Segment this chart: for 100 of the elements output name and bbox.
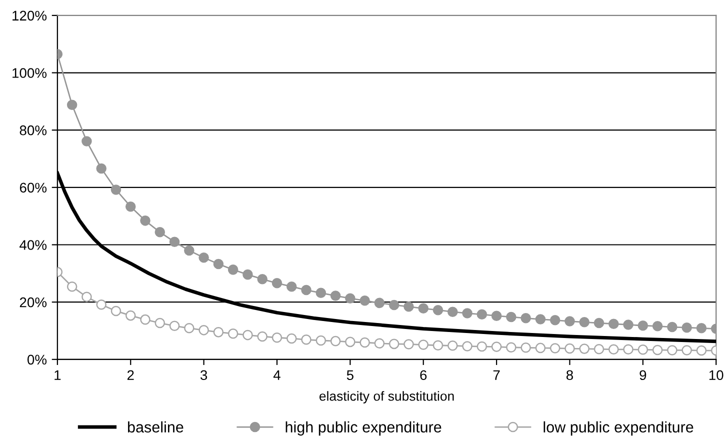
point bbox=[594, 318, 604, 328]
point bbox=[228, 328, 238, 339]
point bbox=[404, 339, 414, 350]
point bbox=[432, 304, 444, 316]
point bbox=[301, 334, 312, 345]
x-tick-label: 1 bbox=[54, 370, 61, 380]
point bbox=[316, 288, 326, 298]
point bbox=[462, 341, 472, 352]
point bbox=[82, 292, 92, 302]
point bbox=[594, 344, 604, 354]
point bbox=[257, 274, 268, 284]
point bbox=[388, 338, 400, 350]
point bbox=[316, 335, 326, 346]
x-tick-label: 10 bbox=[709, 370, 724, 380]
point bbox=[476, 341, 488, 352]
point bbox=[608, 344, 619, 355]
point bbox=[184, 323, 194, 334]
point bbox=[360, 337, 370, 348]
point bbox=[213, 327, 224, 338]
point bbox=[140, 314, 150, 325]
point bbox=[432, 340, 444, 351]
point bbox=[652, 344, 663, 356]
point bbox=[330, 290, 341, 301]
point bbox=[506, 312, 516, 322]
point bbox=[418, 303, 428, 314]
point bbox=[418, 340, 428, 350]
point bbox=[491, 310, 502, 321]
point bbox=[125, 310, 136, 321]
point bbox=[345, 293, 356, 304]
point bbox=[447, 306, 458, 317]
point bbox=[667, 322, 678, 332]
y-tick-label: 80% bbox=[20, 125, 47, 136]
point bbox=[257, 331, 268, 342]
point bbox=[462, 308, 472, 318]
point bbox=[550, 315, 560, 326]
point bbox=[535, 314, 546, 324]
point bbox=[360, 296, 370, 306]
point bbox=[242, 330, 253, 340]
point bbox=[272, 278, 282, 288]
point bbox=[638, 320, 648, 331]
point bbox=[667, 345, 678, 356]
point bbox=[374, 298, 385, 308]
y-tick-label: 120% bbox=[12, 10, 47, 21]
point bbox=[491, 342, 502, 352]
point bbox=[652, 321, 663, 332]
x-tick-label: 6 bbox=[420, 370, 427, 380]
point bbox=[388, 300, 400, 310]
x-tick-label: 2 bbox=[127, 370, 134, 380]
x-tick-label: 7 bbox=[493, 370, 500, 380]
point bbox=[696, 323, 707, 334]
x-tick-label: 3 bbox=[200, 370, 208, 380]
point bbox=[169, 236, 180, 248]
point bbox=[520, 313, 531, 324]
point bbox=[140, 216, 150, 226]
point bbox=[564, 343, 575, 354]
point bbox=[682, 345, 692, 356]
point bbox=[447, 340, 458, 351]
point bbox=[228, 264, 238, 275]
point bbox=[96, 300, 106, 310]
legend-label: low public expenditure bbox=[544, 421, 694, 436]
point bbox=[198, 252, 209, 263]
point bbox=[550, 343, 560, 354]
point bbox=[374, 338, 385, 348]
point bbox=[476, 309, 488, 320]
point bbox=[154, 318, 166, 328]
point bbox=[286, 333, 297, 344]
point bbox=[242, 269, 253, 280]
x-axis-title: elasticity of substitution bbox=[319, 391, 454, 404]
y-tick-label: 60% bbox=[20, 182, 47, 193]
point bbox=[301, 284, 312, 296]
point bbox=[184, 245, 194, 256]
y-tick-label: 100% bbox=[12, 68, 47, 78]
point bbox=[198, 325, 209, 336]
point bbox=[330, 336, 341, 346]
point bbox=[286, 281, 297, 292]
point bbox=[110, 306, 122, 316]
x-tick-label: 9 bbox=[640, 370, 646, 380]
point bbox=[623, 344, 634, 355]
point bbox=[520, 342, 531, 353]
point bbox=[638, 344, 648, 355]
point bbox=[96, 163, 106, 174]
point bbox=[82, 136, 92, 146]
y-tick-label: 0% bbox=[27, 354, 47, 365]
point bbox=[682, 322, 692, 333]
x-tick-label: 5 bbox=[346, 370, 354, 380]
point bbox=[169, 320, 180, 332]
point bbox=[535, 342, 546, 354]
y-tick-label: 20% bbox=[20, 297, 47, 308]
point bbox=[345, 336, 356, 348]
point bbox=[110, 184, 122, 195]
point bbox=[506, 342, 516, 353]
point bbox=[608, 318, 619, 330]
point bbox=[579, 344, 590, 354]
legend-label: baseline bbox=[128, 421, 184, 433]
point bbox=[404, 302, 414, 312]
point bbox=[696, 345, 707, 356]
point bbox=[272, 332, 282, 343]
point bbox=[66, 281, 78, 292]
y-tick-label: 40% bbox=[20, 240, 47, 250]
x-tick-label: 8 bbox=[566, 370, 573, 380]
